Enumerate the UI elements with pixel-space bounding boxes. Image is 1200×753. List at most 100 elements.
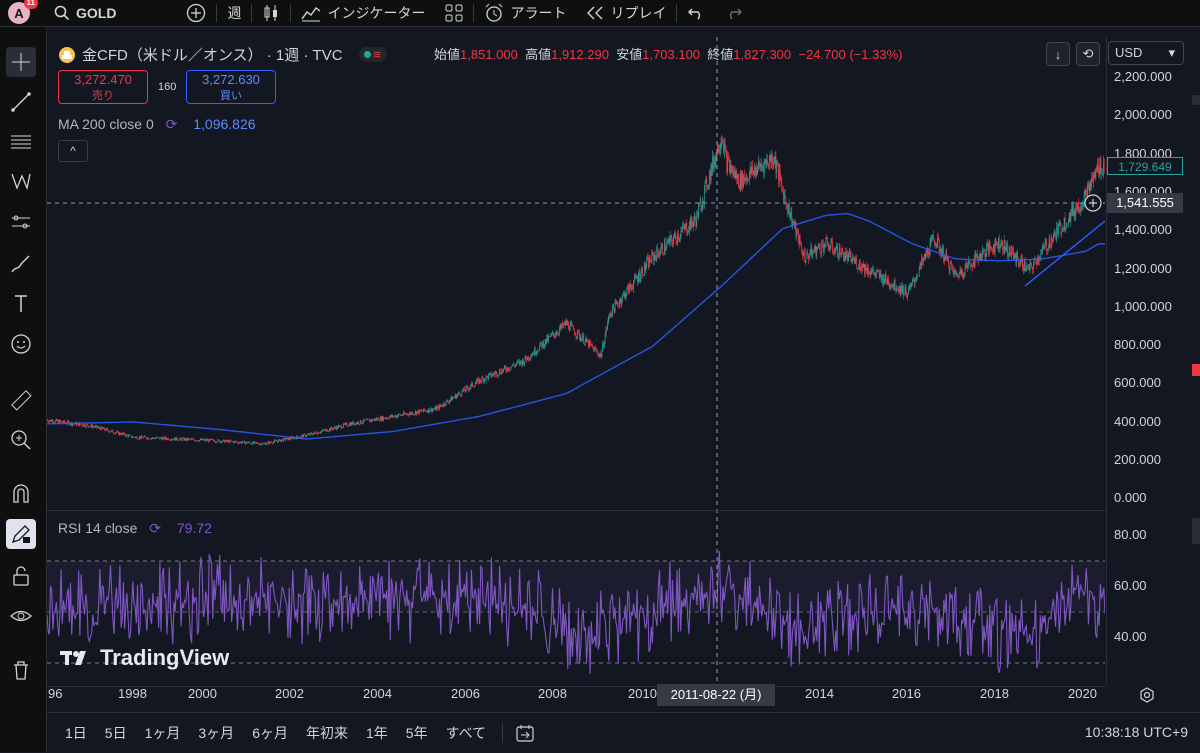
chart-canvas[interactable] xyxy=(47,37,1105,686)
chart-pane[interactable] xyxy=(47,37,1105,686)
undo-button[interactable] xyxy=(677,0,715,26)
range-button[interactable]: 1年 xyxy=(366,723,388,743)
chart-settings-button[interactable] xyxy=(1138,686,1156,704)
delete-tool[interactable] xyxy=(6,655,36,685)
templates-button[interactable] xyxy=(435,0,473,26)
range-button[interactable]: 5日 xyxy=(105,723,127,743)
currency-select[interactable]: USD▾ xyxy=(1108,41,1184,65)
measure-tool[interactable] xyxy=(6,385,36,415)
candle-body xyxy=(610,314,611,315)
candle-body xyxy=(462,391,463,395)
replay-button[interactable]: リプレイ xyxy=(576,0,676,26)
candle-body xyxy=(348,426,349,427)
compare-button[interactable] xyxy=(176,0,216,26)
candle-body xyxy=(93,426,94,427)
candle-body xyxy=(891,285,892,286)
candle-body xyxy=(674,233,675,239)
candle-body xyxy=(487,376,488,379)
candle-body xyxy=(970,263,971,266)
pattern-tool[interactable] xyxy=(6,167,36,197)
candle-body xyxy=(715,161,716,165)
candle-body xyxy=(1037,257,1038,265)
range-button[interactable]: 3ヶ月 xyxy=(198,723,234,743)
candle-body xyxy=(933,235,934,239)
zoom-tool[interactable] xyxy=(6,425,36,455)
candle-body xyxy=(215,442,216,443)
trendline-tool[interactable] xyxy=(6,87,36,117)
candle-body xyxy=(157,437,158,438)
range-button[interactable]: 5年 xyxy=(406,723,428,743)
candle-body xyxy=(771,155,772,162)
text-tool[interactable] xyxy=(6,289,36,319)
candle-body xyxy=(412,413,413,415)
symbol-search[interactable]: GOLD xyxy=(44,0,126,26)
candle-body xyxy=(646,266,647,269)
candle-body xyxy=(202,439,203,440)
candle-body xyxy=(121,434,122,435)
collapse-legend-button[interactable]: ^ xyxy=(58,140,88,162)
candle-body xyxy=(1046,242,1047,250)
indicators-button[interactable]: インジケーター xyxy=(291,0,435,26)
candle-body xyxy=(212,439,213,440)
range-button[interactable]: 年初来 xyxy=(306,723,348,743)
candle-body xyxy=(1023,268,1024,270)
crosshair-tool[interactable] xyxy=(6,47,36,77)
visibility-tool[interactable] xyxy=(6,601,36,631)
ma-legend[interactable]: MA 200 close 0 ⟳ 1,096.826 xyxy=(58,116,256,133)
candle-body xyxy=(816,249,817,256)
redo-button[interactable] xyxy=(715,0,753,26)
candle-body xyxy=(988,244,989,254)
candle-body xyxy=(662,244,663,253)
buy-button[interactable]: 3,272.630 買い xyxy=(186,70,276,104)
lock-tool[interactable] xyxy=(6,561,36,591)
candle-body xyxy=(1008,255,1009,257)
candle-body xyxy=(823,244,824,251)
candle-body xyxy=(267,442,268,444)
magnet-tool[interactable] xyxy=(6,479,36,509)
rsi-legend[interactable]: RSI 14 close ⟳ 79.72 xyxy=(58,520,212,537)
auto-scale-button[interactable]: ⟲ xyxy=(1076,42,1100,66)
scroll-to-latest-button[interactable]: ↓ xyxy=(1046,42,1070,66)
candle-body xyxy=(531,356,532,359)
symbol-legend[interactable]: 金CFD（米ドル／オンス） · 1週 · TVC ≋ xyxy=(58,44,387,65)
candle-body xyxy=(122,433,123,434)
sell-button[interactable]: 3,272.470 売り xyxy=(58,70,148,104)
crosshair-add-icon[interactable] xyxy=(1085,195,1101,211)
candle-body xyxy=(435,407,436,409)
candle-body xyxy=(714,161,715,168)
candle-body xyxy=(824,245,825,251)
clock[interactable]: 10:38:18 UTC+9 xyxy=(1085,724,1188,740)
forecast-icon xyxy=(9,210,33,234)
candle-body xyxy=(440,405,441,406)
fib-tool[interactable] xyxy=(6,127,36,157)
candle-body xyxy=(256,442,257,443)
candle-body xyxy=(583,335,584,344)
candle-body xyxy=(897,289,898,291)
candle-body xyxy=(1021,258,1022,259)
interval-button[interactable]: 週 xyxy=(217,0,251,26)
rsi-scale-handle[interactable] xyxy=(1192,518,1200,544)
candle-body xyxy=(1002,241,1003,251)
candle-body xyxy=(846,252,847,260)
chart-type-button[interactable] xyxy=(252,0,290,26)
candle-body xyxy=(971,265,972,267)
price-scale-handle[interactable] xyxy=(1192,95,1200,105)
alert-button[interactable]: アラート xyxy=(474,0,576,26)
range-button[interactable]: 1ヶ月 xyxy=(145,723,181,743)
range-button[interactable]: 6ヶ月 xyxy=(252,723,288,743)
pane-separator[interactable] xyxy=(47,510,1200,511)
candle-body xyxy=(589,341,590,347)
candle-body xyxy=(62,421,63,422)
candle-body xyxy=(600,354,601,355)
go-to-date-button[interactable] xyxy=(513,721,537,745)
candle-body xyxy=(232,441,233,442)
emoji-tool[interactable] xyxy=(6,329,36,359)
brush-tool[interactable] xyxy=(6,249,36,279)
range-button[interactable]: すべて xyxy=(446,723,486,743)
candle-body xyxy=(696,212,697,227)
lock-drawings-tool[interactable] xyxy=(6,519,36,549)
candle-body xyxy=(387,418,388,419)
forecast-tool[interactable] xyxy=(6,207,36,237)
range-button[interactable]: 1日 xyxy=(65,723,87,743)
